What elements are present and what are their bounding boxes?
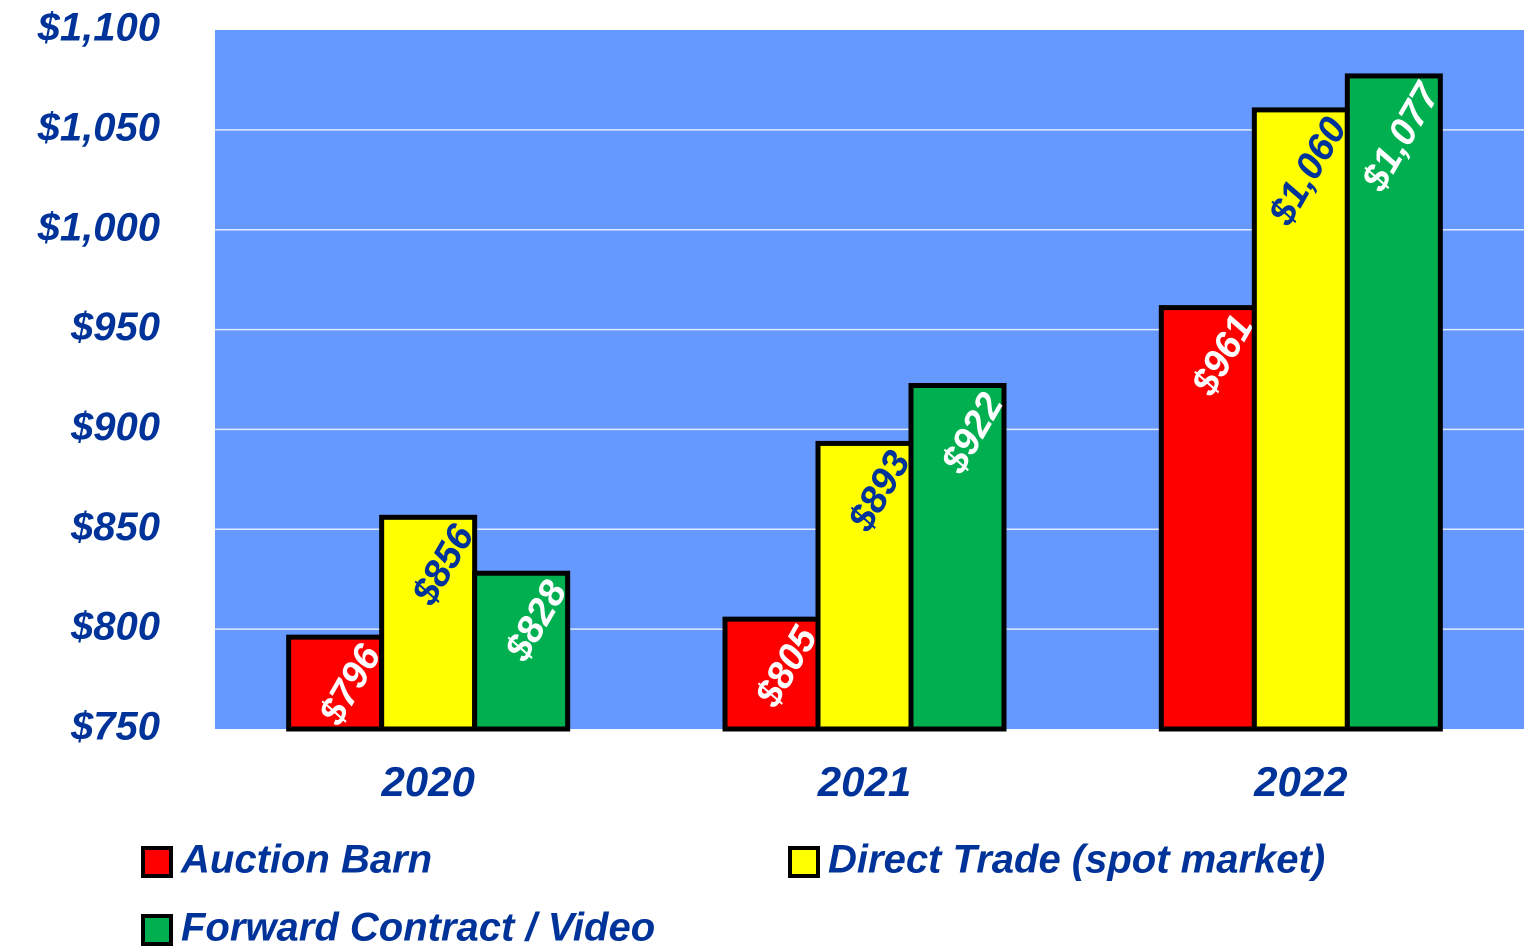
bar (1158, 305, 1257, 732)
y-tick-label: $1,050 (37, 105, 160, 149)
x-tick-label: 2020 (380, 758, 474, 805)
y-tick-label: $850 (70, 505, 160, 549)
y-tick-label: $1,100 (37, 6, 160, 50)
bar (472, 570, 571, 732)
bar (815, 440, 914, 732)
bar (379, 514, 478, 732)
legend-swatch (788, 846, 820, 878)
y-tick-label: $950 (70, 305, 160, 349)
x-tick-label: 2021 (817, 758, 911, 805)
y-tick-label: $900 (70, 405, 160, 449)
legend-label: Auction Barn (180, 838, 432, 882)
bar (1251, 107, 1350, 732)
y-tick-label: $750 (70, 705, 160, 749)
legend-label: Forward Contract / Video (181, 906, 655, 950)
y-tick-label: $1,000 (37, 205, 160, 249)
y-tick-label: $800 (70, 605, 160, 649)
x-tick-label: 2022 (1253, 758, 1347, 805)
bar (908, 382, 1007, 732)
bar (722, 616, 821, 732)
legend-swatch (141, 846, 173, 878)
legend-label: Direct Trade (spot market) (828, 838, 1325, 882)
legend-swatch (141, 914, 173, 946)
bar (1344, 73, 1443, 732)
